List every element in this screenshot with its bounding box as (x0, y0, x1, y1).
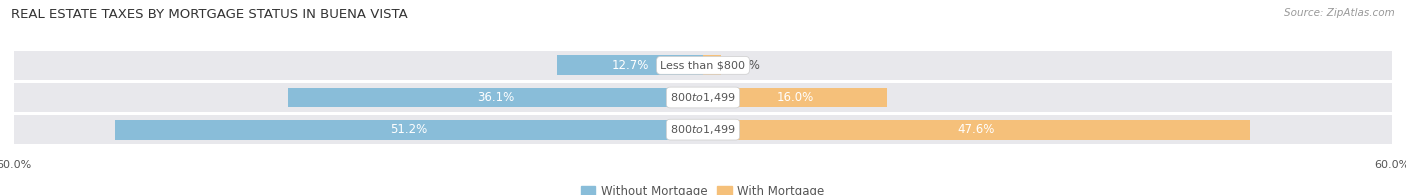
Bar (703, 88, 887, 107)
Bar (14, 51, 1392, 80)
Text: 12.7%: 12.7% (612, 59, 648, 72)
Legend: Without Mortgage, With Mortgage: Without Mortgage, With Mortgage (576, 181, 830, 195)
Text: Less than $800: Less than $800 (661, 60, 745, 70)
Bar (557, 55, 703, 75)
Text: $800 to $1,499: $800 to $1,499 (671, 91, 735, 104)
Text: 36.1%: 36.1% (477, 91, 515, 104)
Text: $800 to $1,499: $800 to $1,499 (671, 123, 735, 136)
Text: 47.6%: 47.6% (957, 123, 995, 136)
Text: Source: ZipAtlas.com: Source: ZipAtlas.com (1284, 8, 1395, 18)
Text: 16.0%: 16.0% (776, 91, 814, 104)
Bar (14, 83, 1392, 112)
Bar (115, 120, 703, 140)
Bar (288, 88, 703, 107)
Bar (703, 55, 721, 75)
Bar (14, 115, 1392, 144)
Text: REAL ESTATE TAXES BY MORTGAGE STATUS IN BUENA VISTA: REAL ESTATE TAXES BY MORTGAGE STATUS IN … (11, 8, 408, 21)
Bar (703, 120, 1250, 140)
Text: 1.6%: 1.6% (731, 59, 761, 72)
Text: 51.2%: 51.2% (391, 123, 427, 136)
